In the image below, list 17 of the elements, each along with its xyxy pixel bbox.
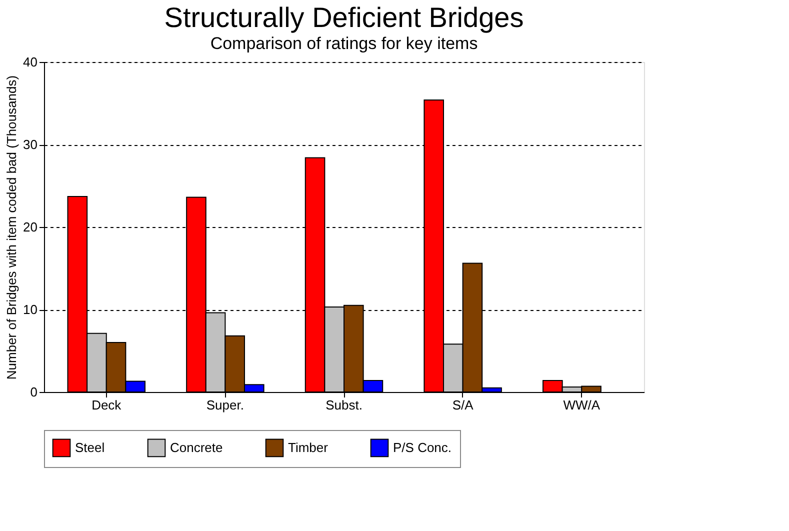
legend-label: Timber: [288, 440, 329, 455]
x-tick-label: Subst.: [326, 398, 362, 412]
legend-label: Concrete: [170, 440, 223, 455]
x-tick-label: S/A: [452, 398, 474, 412]
y-tick-label: 20: [23, 220, 38, 234]
y-tick-label: 30: [23, 137, 38, 152]
x-tick-label: Deck: [92, 398, 122, 412]
y-axis-title: Number of Bridges with item coded bad (Thousands): [4, 75, 20, 380]
legend-label: P/S Conc.: [393, 440, 452, 455]
y-tick-label: 0: [30, 384, 38, 400]
y-tick-label: 40: [23, 54, 38, 70]
chart-title: Structurally Deficient Bridges: [164, 2, 524, 33]
legend-label: Steel: [75, 440, 105, 455]
x-tick-label: WW/A: [563, 398, 600, 412]
y-tick-label: 10: [23, 302, 38, 317]
x-tick-label: Super.: [206, 398, 244, 412]
chart-subtitle: Comparison of ratings for key items: [210, 34, 478, 53]
